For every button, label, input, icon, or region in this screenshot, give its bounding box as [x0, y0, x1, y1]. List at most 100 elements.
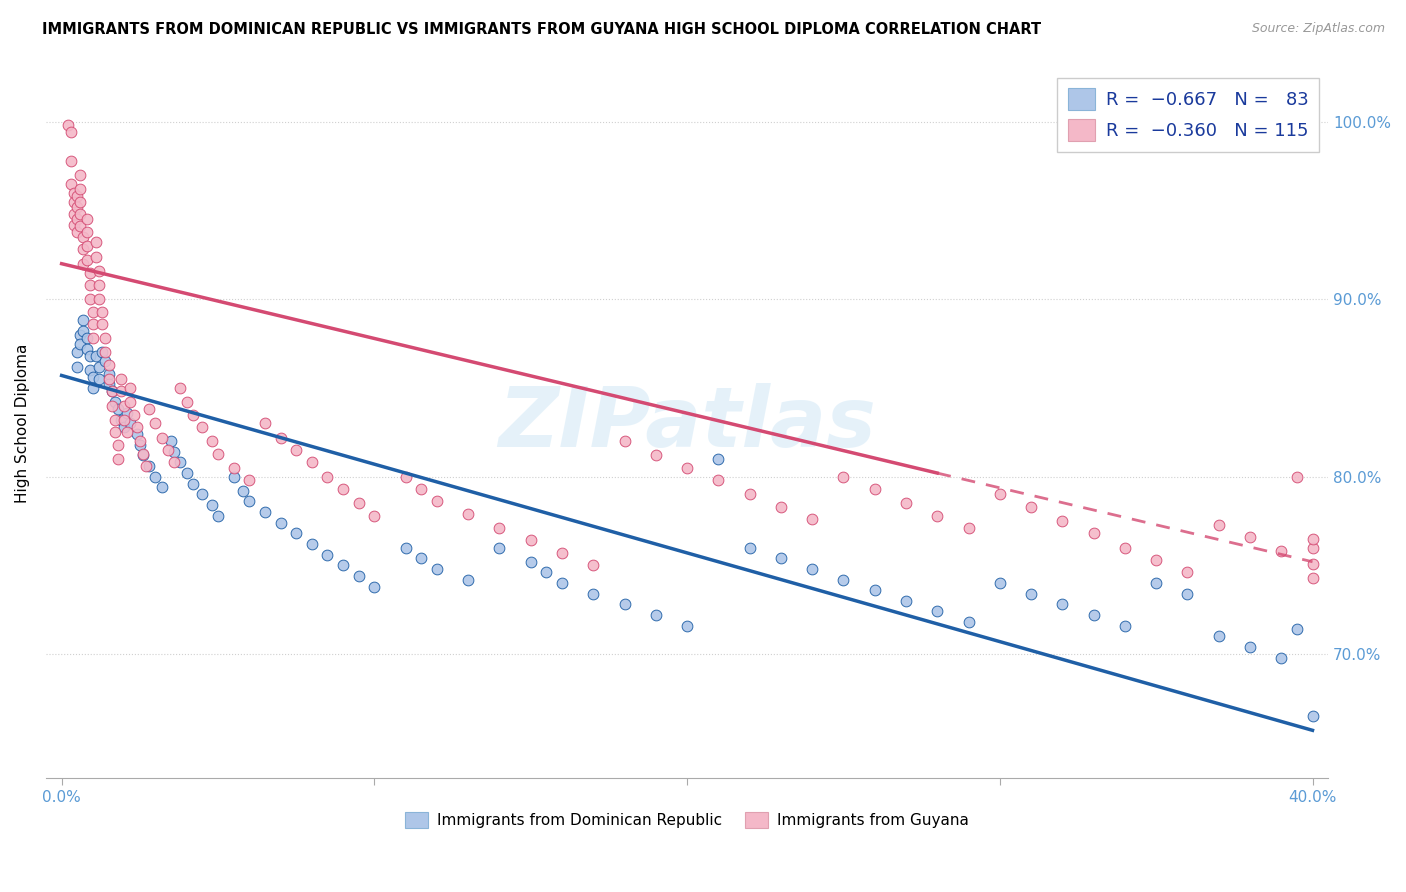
Point [97, 377, 120, 392]
Point [76, 239, 98, 253]
Point [238, 473, 260, 487]
Point [988, 576, 1011, 591]
Text: ZIPatlas: ZIPatlas [498, 383, 876, 464]
Point [69, 336, 91, 351]
Point [56, 118, 79, 132]
Point [66, 359, 89, 374]
Point [79, 363, 101, 377]
Point [63, 218, 86, 232]
Point [104, 413, 127, 427]
Point [150, 480, 173, 494]
Point [79, 277, 101, 292]
Point [894, 594, 917, 608]
Point [79, 266, 101, 280]
Text: IMMIGRANTS FROM DOMINICAN REPUBLIC VS IMMIGRANTS FROM GUYANA HIGH SCHOOL DIPLOMA: IMMIGRANTS FROM DOMINICAN REPUBLIC VS IM… [42, 22, 1042, 37]
Point [707, 451, 730, 466]
Legend: Immigrants from Dominican Republic, Immigrants from Guyana: Immigrants from Dominican Republic, Immi… [399, 806, 976, 834]
Point [457, 573, 479, 587]
Point [176, 395, 198, 409]
Point [89, 372, 111, 386]
Point [169, 381, 191, 395]
Point [100, 384, 122, 399]
Point [863, 583, 886, 598]
Point [613, 434, 636, 449]
Point [110, 413, 132, 427]
Point [150, 431, 173, 445]
Point [69, 219, 91, 234]
Point [72, 324, 94, 338]
Point [1177, 566, 1199, 580]
Point [644, 448, 666, 462]
Point [1177, 587, 1199, 601]
Point [253, 505, 276, 519]
Point [957, 615, 980, 629]
Point [104, 425, 127, 440]
Point [253, 417, 276, 431]
Point [63, 186, 86, 200]
Point [363, 508, 385, 523]
Point [94, 345, 117, 359]
Point [76, 331, 98, 345]
Point [1114, 541, 1136, 555]
Point [270, 431, 292, 445]
Point [107, 451, 129, 466]
Point [120, 417, 142, 431]
Point [82, 381, 104, 395]
Text: Source: ZipAtlas.com: Source: ZipAtlas.com [1251, 22, 1385, 36]
Point [84, 235, 107, 250]
Point [97, 358, 120, 372]
Point [89, 292, 111, 306]
Point [613, 598, 636, 612]
Point [394, 541, 416, 555]
Point [110, 384, 132, 399]
Point [66, 200, 89, 214]
Point [110, 372, 132, 386]
Point [316, 469, 339, 483]
Point [1019, 587, 1042, 601]
Point [120, 395, 142, 409]
Point [156, 442, 179, 457]
Point [66, 345, 89, 359]
Point [191, 420, 214, 434]
Point [66, 212, 89, 227]
Point [63, 207, 86, 221]
Point [394, 469, 416, 483]
Point [82, 304, 104, 318]
Point [769, 500, 792, 514]
Point [285, 442, 308, 457]
Point [457, 507, 479, 521]
Point [332, 482, 354, 496]
Point [769, 551, 792, 566]
Point [738, 541, 761, 555]
Point [72, 230, 94, 244]
Point [59, 177, 82, 191]
Point [163, 444, 186, 458]
Point [582, 587, 605, 601]
Point [145, 469, 167, 483]
Point [82, 331, 104, 345]
Point [957, 521, 980, 535]
Point [145, 417, 167, 431]
Point [82, 317, 104, 331]
Point [89, 264, 111, 278]
Point [363, 580, 385, 594]
Point [301, 537, 323, 551]
Point [301, 455, 323, 469]
Point [181, 476, 204, 491]
Point [738, 487, 761, 501]
Point [1302, 709, 1324, 723]
Point [707, 473, 730, 487]
Point [163, 455, 186, 469]
Point [69, 194, 91, 209]
Point [79, 292, 101, 306]
Point [120, 381, 142, 395]
Point [207, 508, 229, 523]
Point [1208, 517, 1230, 532]
Point [69, 168, 91, 182]
Point [89, 359, 111, 374]
Point [169, 455, 191, 469]
Point [1083, 607, 1105, 622]
Point [536, 566, 558, 580]
Point [1239, 530, 1261, 544]
Point [63, 194, 86, 209]
